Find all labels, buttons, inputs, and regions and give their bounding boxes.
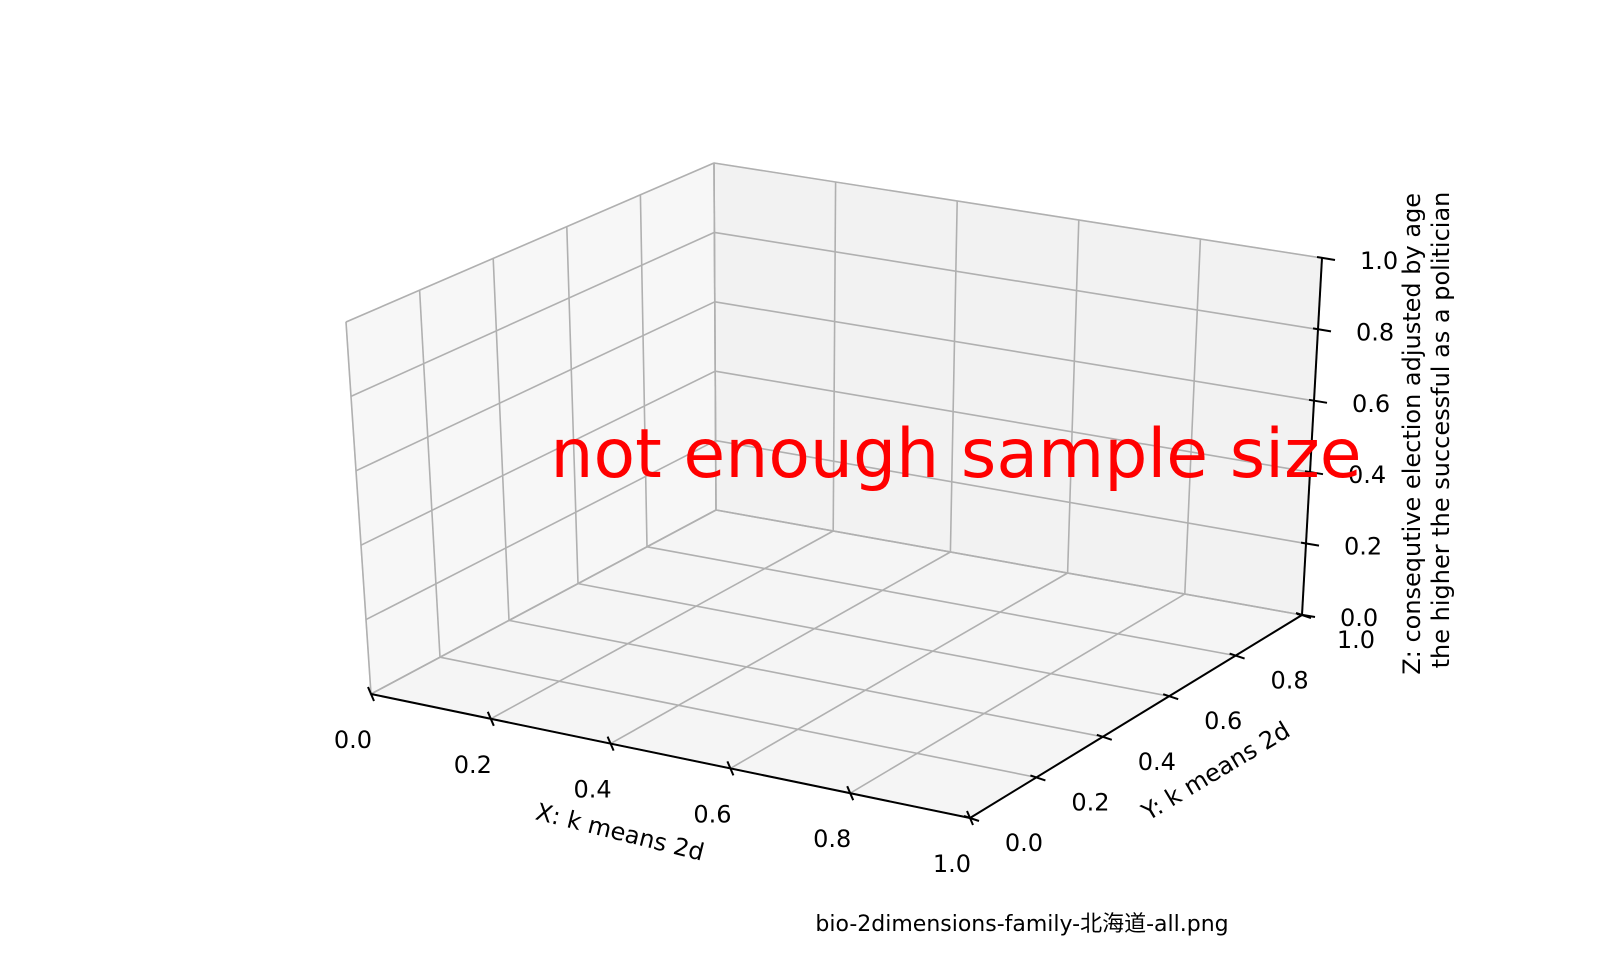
y-tick-mark <box>1162 693 1179 701</box>
x-grid-line <box>832 181 837 532</box>
tick-label: 0.2 <box>1344 533 1382 561</box>
x-tick-mark <box>846 785 855 801</box>
x-grid-line <box>729 572 1069 770</box>
tick-label: 1.0 <box>933 850 971 878</box>
x-grid-line <box>1184 238 1202 595</box>
x-grid-line <box>610 551 951 745</box>
grid-lines <box>345 162 1323 819</box>
tick-label: 0.8 <box>1271 667 1309 695</box>
z-grid-line <box>715 370 1311 473</box>
x-tick-mark <box>486 711 495 727</box>
tick-label: 0.6 <box>693 800 731 828</box>
x-grid-line <box>490 530 834 720</box>
tick-label: 0.0 <box>334 726 372 754</box>
x-tick-mark <box>726 761 735 776</box>
tick-label: 0.2 <box>1071 788 1109 816</box>
tick-label: 0.4 <box>1348 461 1386 489</box>
x-tick-mark <box>606 736 615 751</box>
y-axis-line <box>969 614 1303 819</box>
tick-label: 0.0 <box>1005 829 1043 857</box>
y-grid-line <box>418 290 441 658</box>
tick-label: 0.2 <box>454 751 492 779</box>
y-grid-line <box>345 321 372 695</box>
z-grid-line <box>714 301 1315 402</box>
z-grid-line <box>370 509 717 695</box>
z-tick-mark <box>1312 327 1332 333</box>
z-tick-mark <box>1296 613 1316 618</box>
x-axis-label: X: k means 2d <box>533 798 707 867</box>
z-grid-line <box>345 162 715 323</box>
y-grid-line <box>566 226 579 584</box>
z-axis-label: Z: consequtive election adjusted by age … <box>1398 185 1455 674</box>
y-grid-line <box>508 619 1103 738</box>
y-tick-mark <box>963 815 980 822</box>
x-grid-line <box>849 593 1186 794</box>
z-axis-label-line-2: the higher the successful as a politicia… <box>1427 192 1455 669</box>
tick-label: 0.6 <box>1204 707 1242 735</box>
z-axis-label-line-1: Z: consequtive election adjusted by age <box>1398 193 1426 675</box>
no-data-message: not enough sample size <box>550 415 1361 494</box>
x-grid-line <box>949 200 958 553</box>
tick-label: 0.0 <box>1340 604 1378 632</box>
z-grid-line <box>350 231 715 398</box>
z-grid-line <box>715 439 1307 545</box>
z-grid-line <box>360 370 716 546</box>
y-grid-line <box>639 194 648 547</box>
z-tick-mark <box>1300 541 1320 547</box>
x-grid-line <box>1066 219 1080 574</box>
x-axis-line <box>370 693 971 819</box>
3d-axes: 0.00.20.40.60.81.00.00.20.40.60.81.00.00… <box>334 161 1455 878</box>
tick-labels: 0.00.20.40.60.81.00.00.20.40.60.81.00.00… <box>334 247 1398 878</box>
axis-lines <box>370 257 1323 819</box>
y-grid-line <box>577 582 1170 697</box>
z-grid-line <box>365 439 716 621</box>
x-tick-mark <box>367 686 375 702</box>
tick-label: 0.8 <box>813 825 851 853</box>
z-grid-line <box>713 162 1323 259</box>
tick-marks <box>367 256 1336 826</box>
y-grid-line <box>646 546 1236 657</box>
z-grid-line <box>355 301 716 472</box>
y-grid-line <box>713 162 717 511</box>
z-tick-mark <box>1316 256 1336 261</box>
tick-label: 0.4 <box>1138 748 1176 776</box>
tick-label: 0.6 <box>1352 390 1390 418</box>
y-grid-line <box>439 656 1037 779</box>
tick-label: 0.4 <box>574 776 612 804</box>
z-tick-mark <box>1304 470 1324 476</box>
y-tick-mark <box>1229 652 1245 660</box>
z-axis-line <box>1301 257 1323 616</box>
y-grid-line <box>492 258 510 621</box>
tick-label: 1.0 <box>1337 626 1375 654</box>
y-tick-mark <box>1096 733 1113 741</box>
image-caption: bio-2dimensions-family-北海道-all.png <box>815 912 1228 937</box>
z-grid-line <box>715 509 1303 616</box>
y-tick-mark <box>1030 774 1046 782</box>
tick-label: 1.0 <box>1360 247 1398 275</box>
z-grid-line <box>714 231 1319 331</box>
z-tick-mark <box>1308 398 1328 404</box>
tick-label: 0.8 <box>1356 318 1394 346</box>
